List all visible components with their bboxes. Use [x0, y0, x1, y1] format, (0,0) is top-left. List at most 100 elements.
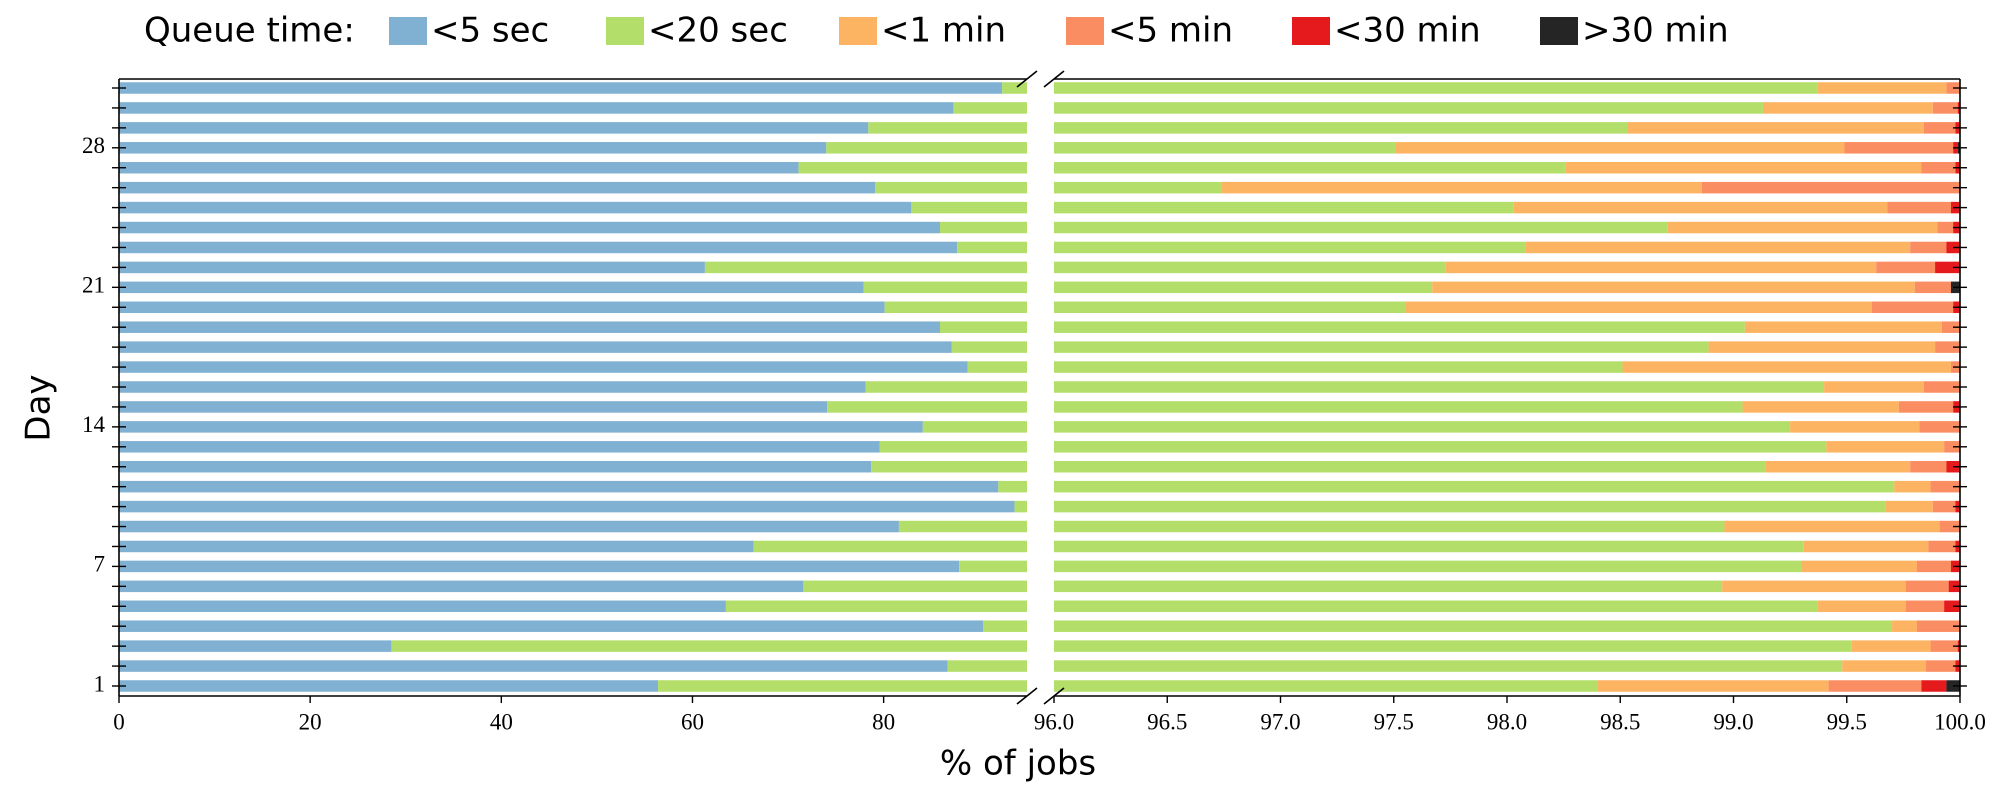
x-tick-label: 0 [113, 709, 125, 734]
bar-segment [959, 560, 1027, 573]
legend-swatch [1540, 17, 1578, 45]
bar-segment [957, 241, 1027, 254]
bar-segment [1905, 600, 1945, 613]
bar-segment [1221, 181, 1702, 194]
bar-segment [725, 600, 1027, 613]
bar-segment [1828, 680, 1922, 692]
bar-segment [1923, 381, 1960, 393]
x-tick-label: 99.0 [1713, 709, 1753, 734]
bar-segment [1054, 181, 1222, 194]
bar-segment [1054, 161, 1566, 174]
bar-segment [1054, 281, 1433, 294]
bar-segment [119, 321, 941, 333]
bar-segment [119, 680, 659, 692]
bar-segment [1054, 520, 1725, 533]
bar-segment [953, 102, 1027, 114]
bar-segment [1054, 660, 1843, 672]
bar-segment [922, 421, 1027, 433]
x-tick-label: 99.5 [1827, 709, 1867, 734]
bar-segment [1701, 181, 1960, 194]
bar-segment [1014, 500, 1027, 513]
bar-segment [119, 181, 876, 194]
bar-segment [1916, 620, 1960, 632]
bar-segment [1054, 500, 1886, 513]
bar-segment [1054, 122, 1628, 134]
bar-segment [911, 201, 1027, 214]
x-tick-label: 80 [872, 709, 895, 734]
legend-label: <5 sec [431, 11, 549, 51]
bar-segment [119, 201, 912, 214]
bar-segment [1876, 261, 1936, 274]
x-tick-label: 20 [299, 709, 322, 734]
legend-swatch [1066, 17, 1104, 45]
x-tick-label: 98.0 [1487, 709, 1527, 734]
bar-segment [1627, 122, 1924, 134]
bar-segment [1817, 82, 1947, 94]
bar-segment [119, 460, 872, 473]
legend-swatch [606, 17, 644, 45]
bar-segment [119, 122, 869, 134]
bar-segment [1708, 341, 1936, 353]
bar-segment [1914, 281, 1951, 294]
bar-segment [1054, 600, 1818, 613]
bar-segment [119, 281, 864, 294]
bar-segment [1744, 321, 1942, 333]
bar-segment [1926, 660, 1956, 672]
bar-segment [119, 660, 948, 672]
legend-label: >30 min [1582, 11, 1729, 51]
bar-segment [1894, 480, 1931, 493]
bar-segment [1054, 620, 1893, 632]
bar-segment [1054, 201, 1514, 214]
bar-segment [1921, 680, 1947, 692]
x-tick-label: 96.5 [1147, 709, 1187, 734]
bar-segment [1722, 580, 1906, 593]
x-tick-label: 98.5 [1600, 709, 1640, 734]
bar-segment [803, 580, 1027, 593]
bar-segment [1921, 161, 1956, 174]
bar-segment [658, 680, 1027, 692]
bar-segment [1054, 580, 1723, 593]
bar-segment [1916, 560, 1951, 573]
bar-segment [1762, 102, 1933, 114]
bar-segment [1054, 401, 1743, 413]
bar-segment [1054, 460, 1766, 473]
bar-segment [951, 341, 1027, 353]
bar-segment [753, 540, 1027, 553]
bar-segment [119, 401, 828, 413]
bar-segment [1790, 421, 1920, 433]
bar-segment [826, 142, 1027, 154]
bar-segment [119, 381, 866, 393]
bar-segment [875, 181, 1027, 194]
axis-break-mark [1016, 70, 1038, 88]
bar-segment [119, 500, 1015, 513]
bar-segment [1054, 480, 1895, 493]
bar-segment [1844, 142, 1954, 154]
axis-break-mark [1043, 70, 1065, 88]
bar-segment [1910, 241, 1947, 254]
bar-segment [1667, 221, 1938, 234]
bar-segment [1887, 201, 1951, 214]
bar-segment [1405, 301, 1872, 314]
x-tick-label: 96.0 [1034, 709, 1074, 734]
bar-segment [884, 301, 1027, 314]
bar-segment [119, 620, 984, 632]
bar-segment [1054, 241, 1526, 254]
bar-segment [1941, 321, 1960, 333]
bar-segment [119, 82, 1003, 94]
bar-segment [1801, 560, 1917, 573]
bar-segment [119, 221, 941, 234]
legend-swatch [839, 17, 877, 45]
bar-segment [1054, 82, 1818, 94]
bar-segment [1742, 401, 1899, 413]
bar-segment [1054, 680, 1598, 692]
bar-segment [1944, 600, 1960, 613]
bar-segment [119, 441, 880, 453]
y-axis-label: Day [19, 374, 59, 441]
bar-segment [1932, 500, 1956, 513]
y-tick-label: 21 [82, 273, 105, 298]
bar-segment [1898, 401, 1954, 413]
bar-segment [827, 401, 1027, 413]
bar-segment [1054, 421, 1791, 433]
bar-segment [1803, 540, 1929, 553]
bar-segment [1930, 640, 1958, 652]
